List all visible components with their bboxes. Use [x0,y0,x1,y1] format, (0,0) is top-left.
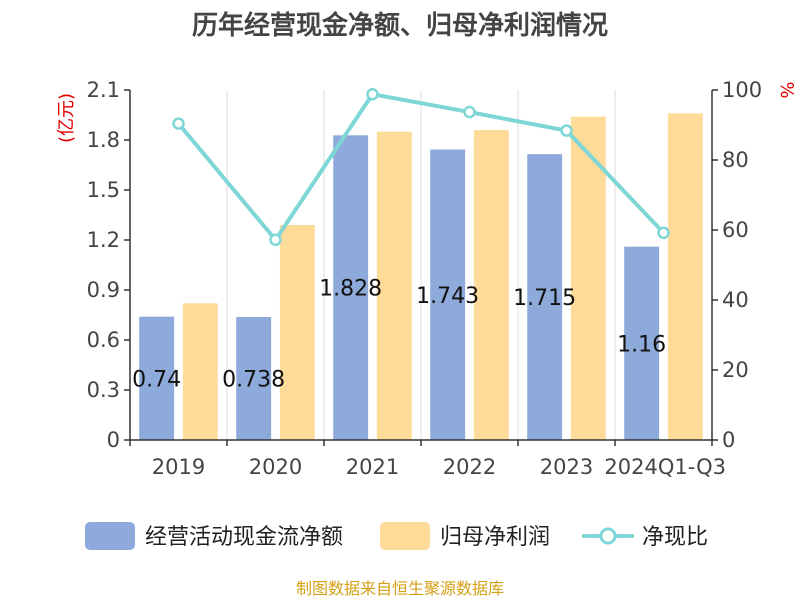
right-tick-label: 0 [722,428,735,452]
right-axis-unit: % [776,81,797,98]
bar-net-profit [570,116,606,441]
data-labels: 0.74 0.738 1.828 1.743 1.715 1.16 [132,277,666,393]
bar-operating-cash-flow [624,246,660,440]
ratio-point [463,105,476,119]
footer-source: 制图数据来自恒生聚源数据库 [296,579,504,598]
ratio-point [657,226,670,240]
bar-value-label: 0.74 [132,367,181,392]
ratio-line-path [176,91,665,244]
right-tick-label: 60 [722,218,749,242]
x-tick-label: 2020 [249,455,302,479]
legend: 经营活动现金流净额 归母净利润 净现比 [85,522,708,550]
chart-title: 历年经营现金净额、归母净利润情况 [192,10,608,41]
ratio-line [172,87,670,247]
bar-net-profit [376,131,412,440]
right-tick-label: 80 [722,148,749,172]
ratio-point [172,117,185,130]
bar-value-label: 1.715 [513,286,576,311]
right-tick-label: 40 [722,288,749,312]
x-tick-label: 2021 [346,455,399,479]
legend-swatch-ratio-point [599,527,617,545]
bar-net-profit [182,303,218,440]
right-tick-label: 20 [722,358,749,382]
left-tick-label: 1.5 [87,178,120,202]
legend-swatch-net-profit [380,522,430,550]
left-tick-label: 0.3 [87,378,120,402]
ratio-point [269,233,282,247]
bar-value-label: 1.743 [416,284,479,309]
x-tick-label: 2024Q1-Q3 [604,455,726,479]
bar-value-label: 1.828 [319,277,382,302]
left-tick-label: 0.9 [87,278,120,302]
legend-label-net-profit: 归母净利润 [440,525,550,550]
bar-operating-cash-flow [236,317,272,440]
left-tick-label: 1.2 [87,228,120,252]
bar-net-profit [667,113,703,440]
x-tick-label: 2019 [152,455,205,479]
bar-operating-cash-flow [430,149,466,440]
bar-value-label: 0.738 [222,368,285,393]
bars [139,113,703,441]
axes: 0 0.3 0.6 0.9 1.2 1.5 1.8 2.1 0 20 40 60 80 100 2019 20… [87,78,763,479]
legend-label-cash-flow: 经营活动现金流净额 [145,525,343,550]
legend-label-ratio: 净现比 [642,525,708,550]
left-tick-label: 0 [107,428,120,452]
bar-operating-cash-flow [139,316,175,440]
x-tick-label: 2023 [540,455,593,479]
ratio-point [366,87,379,101]
bar-net-profit [473,130,509,440]
left-tick-label: 2.1 [87,78,120,102]
bar-operating-cash-flow [333,135,369,441]
left-axis-unit: (亿元) [56,93,77,143]
right-tick-label: 100 [722,78,762,102]
bar-value-label: 1.16 [617,332,666,357]
left-tick-label: 0.6 [87,328,120,352]
x-tick-label: 2022 [443,455,496,479]
legend-swatch-cash-flow [85,522,135,550]
left-tick-label: 1.8 [87,128,120,152]
bar-net-profit [279,225,315,440]
ratio-point [560,124,573,137]
bar-operating-cash-flow [527,154,563,440]
